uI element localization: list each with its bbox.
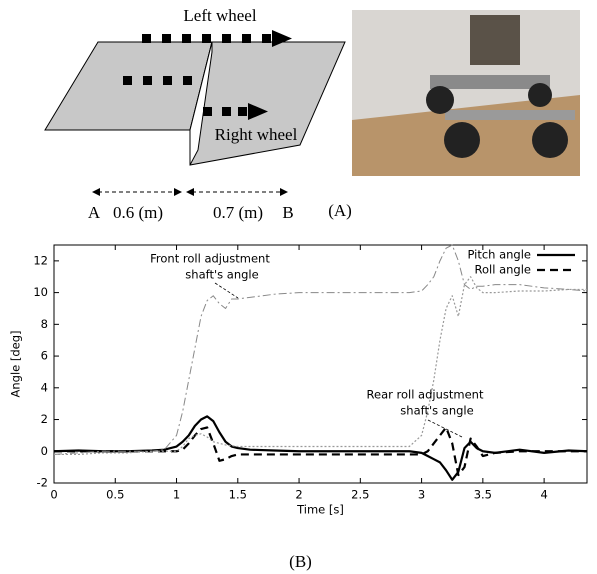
photo-robot-top (470, 15, 520, 65)
data-line (53, 415, 588, 481)
x-tick-label: 2 (295, 488, 302, 502)
x-tick-label: 4 (540, 488, 547, 502)
data-line (54, 426, 587, 477)
photo-wheel (426, 86, 454, 114)
x-tick-label: 1.5 (229, 488, 247, 502)
x-tick-label: 2.5 (351, 488, 369, 502)
annotation: shaft's angle (185, 268, 258, 282)
wheel-marks (123, 30, 292, 120)
y-tick-label: 0 (41, 444, 48, 458)
y-tick-label: 2 (41, 412, 48, 426)
right-wheel-label: Right wheel (215, 125, 298, 144)
x-tick-label: 3.5 (474, 488, 492, 502)
point-b: B (282, 203, 293, 222)
left-wheel-label: Left wheel (183, 6, 256, 25)
photo-wheel (532, 122, 568, 158)
photo-wheel (444, 122, 480, 158)
point-a: A (88, 203, 101, 222)
caption-b: (B) (289, 552, 312, 571)
left-plate (44, 41, 213, 131)
data-line (54, 276, 587, 456)
y-tick-label: 8 (41, 317, 48, 331)
annotation: shaft's angle (400, 404, 473, 418)
y-tick-label: 10 (33, 285, 48, 299)
photo-robot-frame (430, 75, 550, 89)
annotation-arrow (427, 419, 463, 438)
x-tick-label: 0.5 (106, 488, 124, 502)
photo-robot-bar (445, 110, 575, 120)
caption-a: (A) (328, 201, 352, 220)
x-tick-label: 1 (173, 488, 180, 502)
legend-label: Roll angle (475, 263, 531, 277)
x-tick-label: 0 (50, 488, 57, 502)
y-tick-label: -2 (37, 476, 48, 490)
robot-photo (352, 10, 580, 176)
y-tick-label: 12 (33, 253, 48, 267)
y-tick-label: 4 (41, 380, 48, 394)
distance-b: 0.7 (m) (213, 203, 263, 222)
y-tick-label: 6 (41, 349, 48, 363)
distance-a: 0.6 (m) (113, 203, 163, 222)
annotation-arrow (214, 282, 239, 299)
legend-label: Pitch angle (467, 248, 531, 262)
right-plate (189, 41, 346, 166)
photo-wheel (528, 83, 552, 107)
y-axis-label: Angle [deg] (9, 330, 23, 397)
annotation: Rear roll adjustment (367, 388, 484, 402)
data-line (53, 244, 588, 455)
x-axis-label: Time [s] (296, 503, 344, 517)
annotation: Front roll adjustment (150, 252, 270, 266)
x-tick-label: 3 (418, 488, 425, 502)
step-face (189, 41, 213, 166)
diagram: Left wheel Right wheel A 0.6 (m) 0.7 (m)… (44, 6, 352, 222)
plot-frame (53, 244, 588, 484)
arrow-heads (92, 188, 288, 196)
